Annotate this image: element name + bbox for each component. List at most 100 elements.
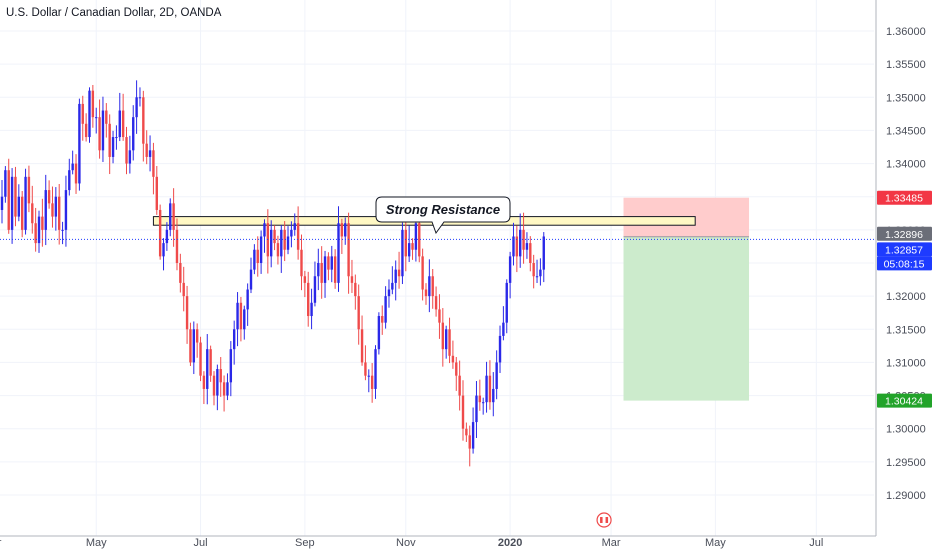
candle-body — [236, 302, 239, 330]
candle-body — [118, 110, 121, 138]
time-tick-label: Mar — [0, 537, 2, 549]
candle-body — [4, 170, 7, 197]
candle-body — [78, 103, 81, 184]
candle-body — [259, 236, 263, 263]
take-profit-zone — [623, 236, 750, 401]
candle-body — [105, 110, 108, 124]
candle-body — [158, 209, 162, 257]
candle-body — [310, 302, 313, 317]
candle-body — [367, 375, 370, 377]
candle-body — [370, 375, 374, 389]
candle-body — [71, 163, 74, 171]
candle-body — [98, 117, 101, 151]
candle-body — [20, 196, 24, 230]
price-tick-label: 1.30000 — [886, 424, 926, 436]
candle-body — [532, 263, 535, 277]
price-tag — [877, 242, 932, 257]
candle-body — [448, 329, 451, 356]
candle-body — [58, 196, 61, 230]
price-tag — [877, 226, 932, 241]
candle-body — [481, 402, 485, 404]
candle-body — [41, 216, 44, 230]
candle-body — [525, 243, 529, 250]
candle-body — [169, 203, 172, 230]
candle-body — [478, 395, 482, 403]
candle-body — [444, 329, 448, 350]
candle-body — [522, 229, 525, 250]
candle-body — [175, 229, 179, 263]
candle-body — [458, 375, 461, 396]
price-tick-label: 1.36000 — [886, 26, 926, 38]
time-tick-label: Sep — [295, 537, 315, 549]
candle-body — [34, 223, 37, 244]
candle-body — [333, 256, 337, 283]
candle-body — [488, 375, 492, 403]
candle-body — [465, 428, 468, 436]
candle-body — [142, 97, 145, 144]
canada-flag-icon[interactable] — [596, 512, 612, 528]
candle-body — [384, 296, 387, 323]
candle-body — [138, 97, 142, 99]
candle-body — [108, 123, 111, 157]
candle-body — [471, 422, 475, 449]
candle-body — [424, 289, 428, 297]
candle-body — [401, 229, 404, 277]
candle-body — [323, 256, 327, 283]
candle-body — [152, 150, 155, 177]
candle-body — [512, 236, 515, 257]
time-tick-label: May — [705, 537, 726, 549]
candle-body — [253, 249, 256, 270]
candle-body — [44, 190, 47, 230]
price-tag-label: 05:08:15 — [884, 258, 925, 270]
candle-body — [229, 349, 233, 383]
candle-body — [135, 97, 138, 118]
time-axis[interactable]: Mar May Jul Sep Nov 2020 Mar May Jul — [0, 512, 876, 549]
price-tick-label: 1.35000 — [886, 92, 926, 104]
candle-body — [209, 349, 212, 376]
candle-body — [37, 216, 41, 244]
candle-body — [31, 203, 34, 224]
candle-body — [88, 90, 91, 138]
candle-body — [47, 190, 51, 204]
candle-body — [498, 335, 502, 363]
candle-body — [276, 243, 280, 257]
candle-body — [263, 223, 266, 237]
candle-body — [68, 170, 71, 191]
price-tag-label: 1.32896 — [885, 229, 923, 241]
candle-body — [162, 243, 165, 257]
candle-body — [280, 229, 283, 257]
candle-body — [206, 349, 209, 389]
candle-body — [434, 296, 438, 310]
candle-body — [377, 316, 381, 350]
candle-body — [212, 375, 216, 396]
candle-body — [492, 388, 495, 403]
candle-body — [273, 229, 276, 244]
candle-body — [421, 256, 424, 290]
candle-body — [428, 276, 431, 297]
candle-body — [148, 150, 152, 157]
candle-body — [64, 190, 68, 230]
candle-body — [441, 322, 445, 350]
candle-body — [455, 362, 458, 376]
candle-body — [307, 282, 310, 317]
candle-body — [256, 249, 259, 263]
price-axis[interactable]: 1.360001.355001.350001.345001.340001.335… — [875, 0, 932, 536]
candle-body — [192, 329, 196, 363]
annotation-bubble — [375, 196, 511, 235]
price-tag — [877, 256, 932, 271]
candle-body — [249, 269, 253, 290]
candle-body — [24, 176, 27, 230]
candle-body — [145, 143, 148, 157]
candle-body — [91, 90, 95, 118]
candle-body — [286, 236, 290, 250]
candle-body — [10, 176, 14, 230]
price-tag — [877, 393, 932, 408]
candle-body — [411, 243, 414, 250]
candle-body — [347, 223, 350, 277]
chart-grid — [0, 0, 874, 536]
candle-body — [461, 395, 465, 429]
candle-body — [381, 316, 384, 323]
price-tick-label: 1.35500 — [886, 59, 926, 71]
candle-body — [350, 276, 354, 283]
